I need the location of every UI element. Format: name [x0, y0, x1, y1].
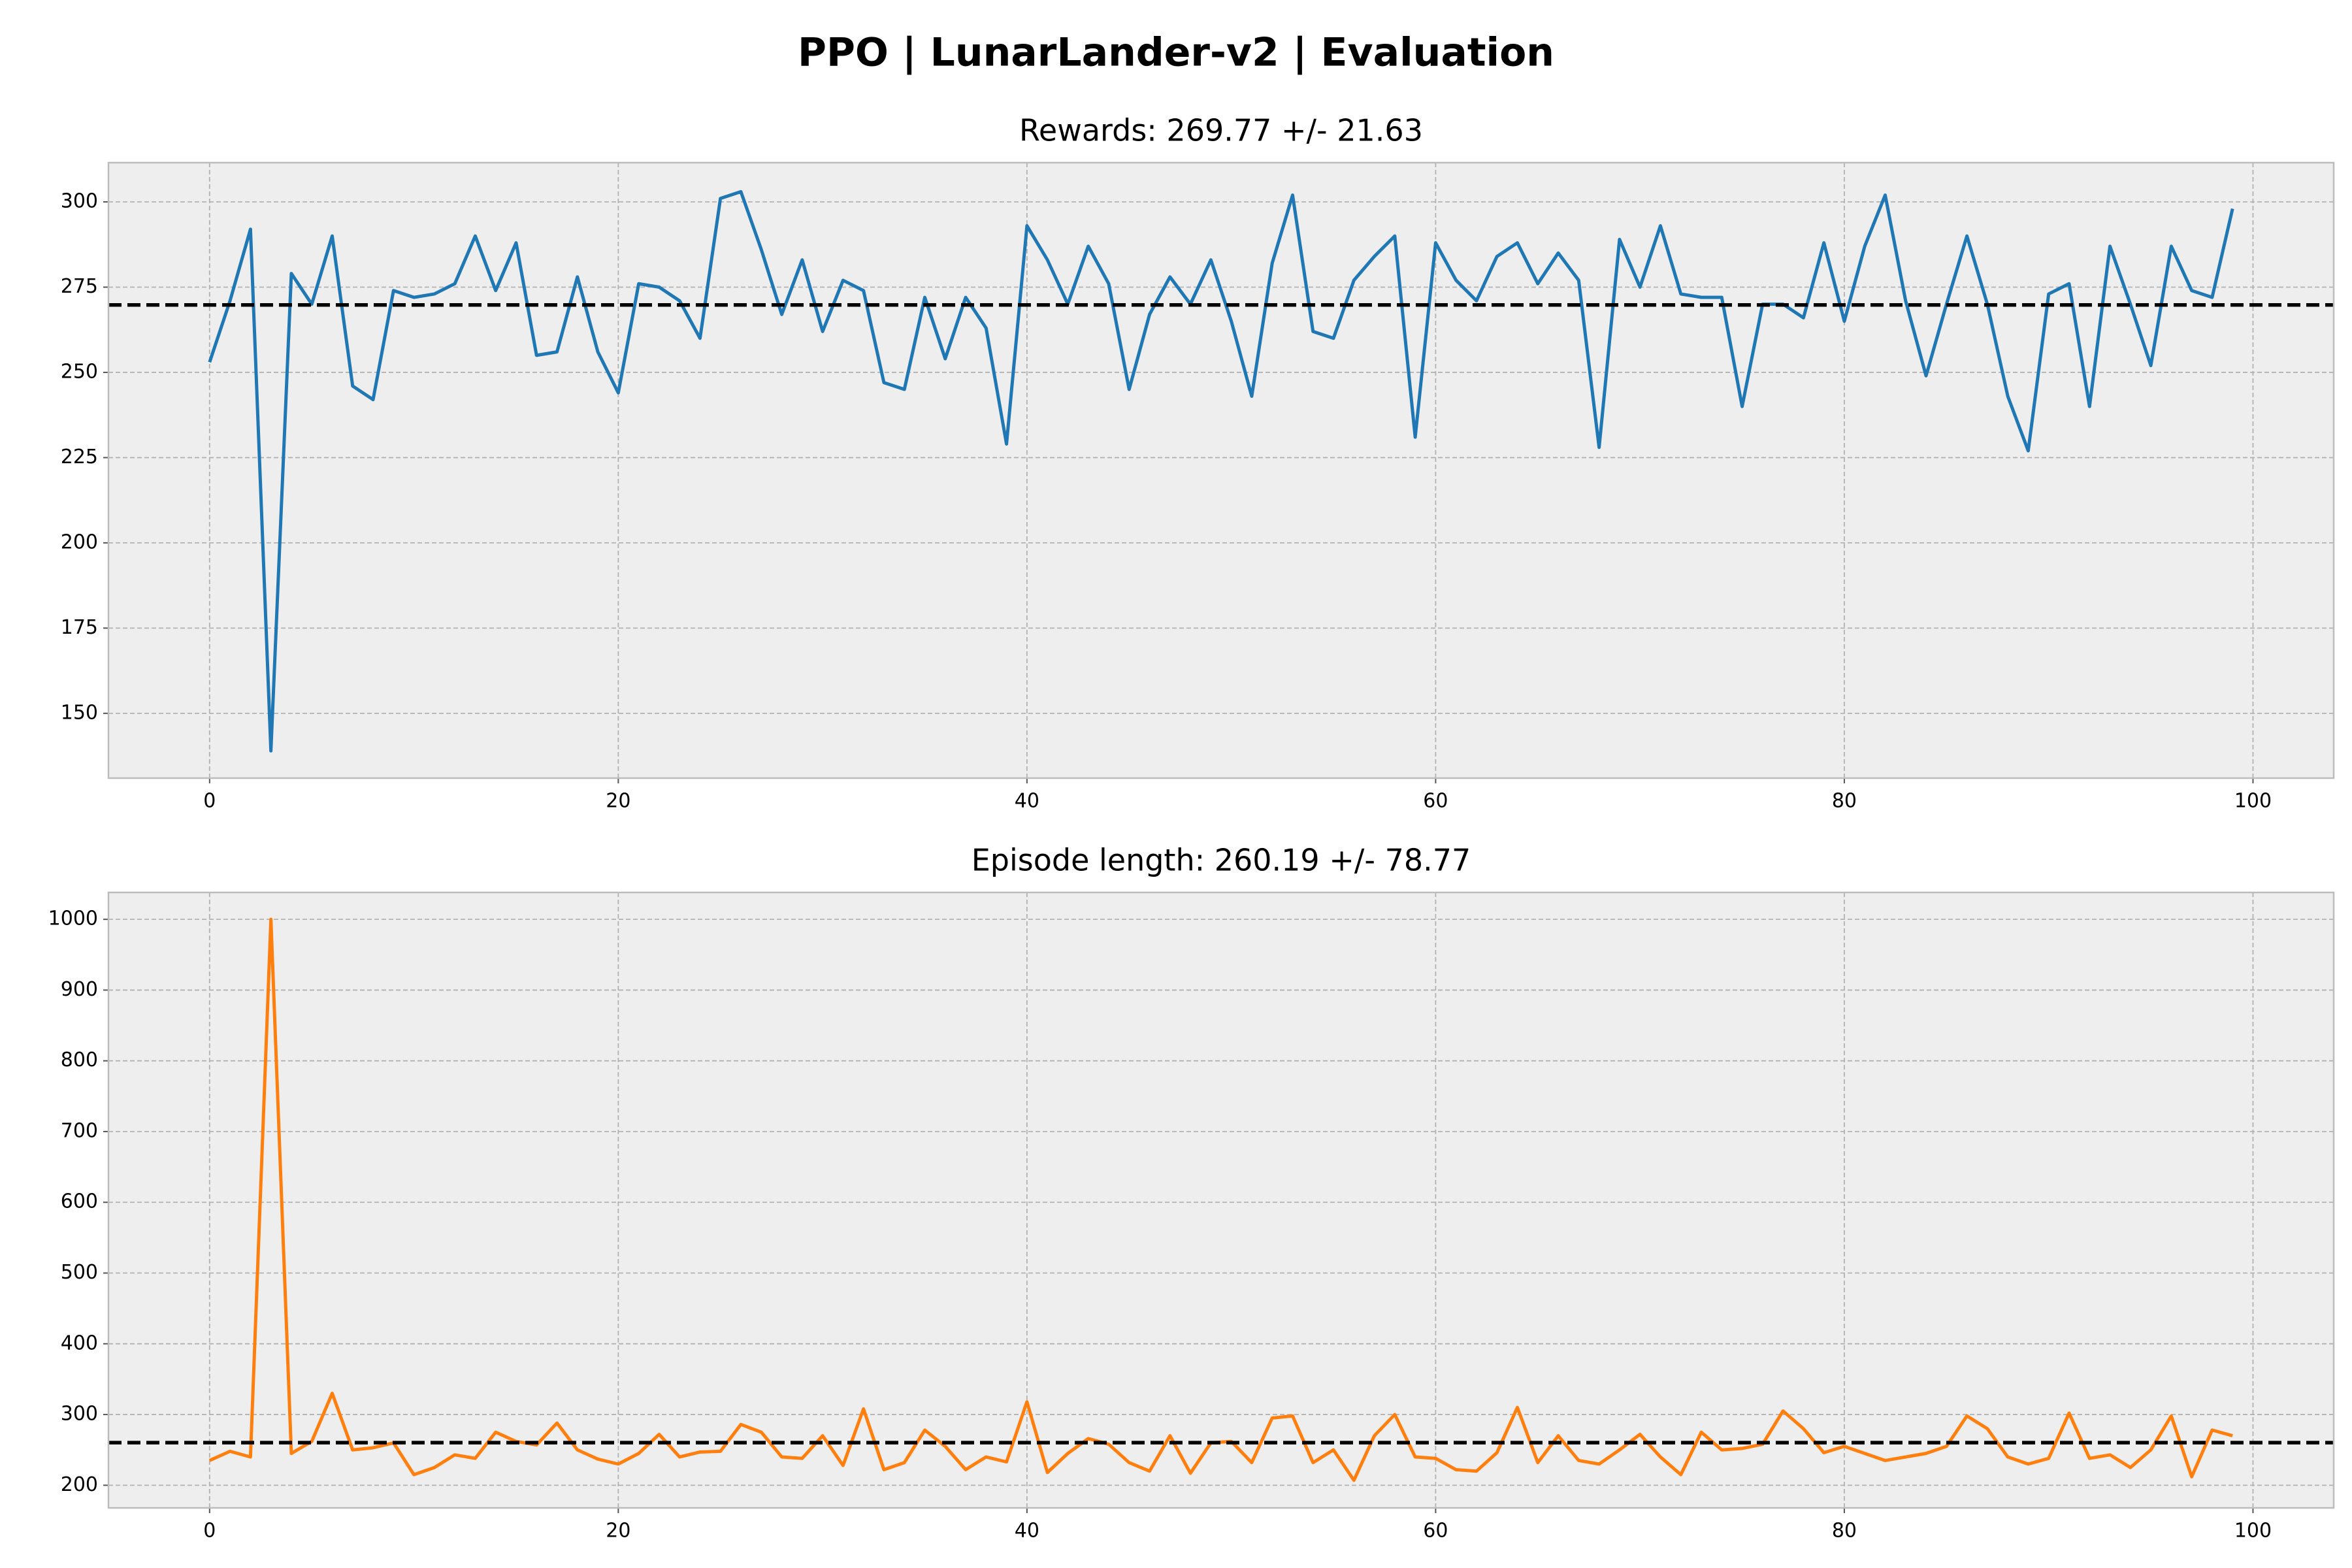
x-tick-label: 60: [1423, 1520, 1448, 1543]
x-tick-label: 100: [2234, 790, 2272, 813]
x-tick-label: 80: [1832, 790, 1857, 813]
y-tick-label: 900: [61, 978, 98, 1001]
x-tick-label: 60: [1423, 790, 1448, 813]
y-tick-label: 800: [61, 1049, 98, 1071]
x-tick-label: 40: [1015, 1520, 1039, 1543]
y-tick-label: 600: [61, 1190, 98, 1213]
chart-title: Episode length: 260.19 +/- 78.77: [972, 843, 1471, 878]
chart-title: Rewards: 269.77 +/- 21.63: [1019, 113, 1423, 148]
x-tick-label: 40: [1015, 790, 1039, 813]
plot-border: [107, 161, 2335, 779]
y-tick-label: 200: [61, 531, 98, 553]
y-tick-label: 225: [61, 446, 98, 468]
x-tick-label: 0: [203, 790, 216, 813]
y-tick-label: 275: [61, 275, 98, 298]
x-tick-label: 0: [203, 1520, 216, 1543]
y-tick-label: 300: [61, 1403, 98, 1426]
y-tick-label: 1000: [48, 907, 98, 930]
x-tick-label: 80: [1832, 1520, 1857, 1543]
x-tick-label: 20: [606, 1520, 630, 1543]
y-tick-label: 250: [61, 360, 98, 383]
y-tick-label: 500: [61, 1261, 98, 1284]
data-line: [208, 189, 2234, 753]
figure-title: PPO | LunarLander-v2 | Evaluation: [798, 30, 1554, 76]
y-tick-label: 150: [61, 701, 98, 724]
y-tick-label: 300: [61, 190, 98, 213]
plot-area: [108, 892, 2334, 1508]
y-tick-label: 200: [61, 1473, 98, 1496]
y-tick-label: 400: [61, 1331, 98, 1354]
y-tick-label: 700: [61, 1119, 98, 1142]
plot-border: [107, 891, 2335, 1509]
data-line: [208, 917, 2233, 1482]
x-tick-label: 20: [606, 790, 630, 813]
y-tick-label: 175: [61, 616, 98, 639]
x-tick-label: 100: [2234, 1520, 2272, 1543]
plot-area: [108, 163, 2334, 778]
